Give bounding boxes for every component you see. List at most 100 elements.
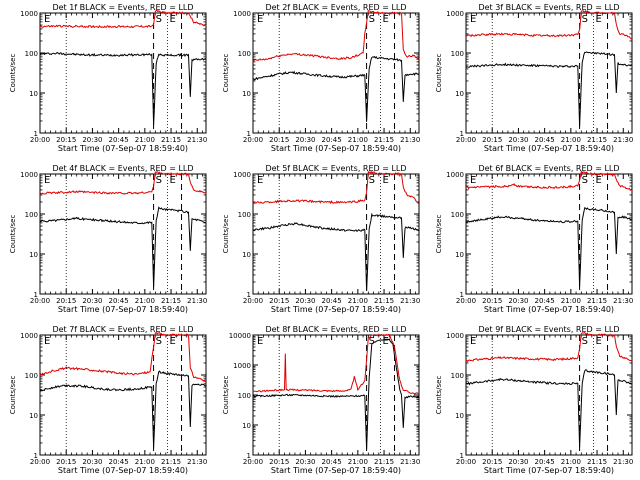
marker-letter-E: E — [170, 336, 176, 347]
y-axis-label: Counts/sec — [9, 54, 17, 93]
y-tick-label: 1 — [247, 291, 251, 299]
y-axis-label: Counts/sec — [435, 376, 443, 415]
panel-1: Det 1f BLACK = Events, RED = LLD 1 10 100 10… — [9, 3, 207, 153]
y-tick-label: 10 — [29, 412, 38, 420]
x-tick-label: 20:15 — [482, 297, 502, 305]
x-tick-label: 20:30 — [82, 458, 102, 466]
x-tick-label: 20:00 — [456, 297, 476, 305]
series-lld-line — [465, 170, 633, 192]
series-events-line — [252, 338, 420, 450]
y-tick-label: 100 — [238, 392, 251, 400]
series-events-line — [465, 51, 633, 127]
x-tick-label: 21:15 — [587, 458, 607, 466]
y-tick-label: 1 — [247, 130, 251, 138]
y-axis-label: Counts/sec — [222, 215, 230, 254]
y-tick-label: 1000 — [20, 10, 38, 18]
x-tick-label: 21:00 — [135, 136, 155, 144]
y-tick-label: 10 — [455, 90, 464, 98]
panel-7: Det 7f BLACK = Events, RED = LLD 1 10 100 10… — [9, 325, 207, 475]
x-tick-label: 21:15 — [374, 136, 394, 144]
y-tick-label: 1000 — [446, 332, 464, 340]
series-events-line — [465, 369, 633, 448]
panel-title: Det 2f BLACK = Events, RED = LLD — [265, 3, 406, 12]
y-tick-label: 100 — [238, 211, 251, 219]
x-tick-label: 21:15 — [161, 136, 181, 144]
marker-letter-S: S — [582, 175, 588, 186]
y-axis-label: Counts/sec — [222, 54, 230, 93]
x-tick-label: 21:30 — [613, 136, 633, 144]
marker-letter-E: E — [470, 14, 476, 25]
marker-letter-E: E — [383, 14, 389, 25]
plot-frame — [39, 173, 207, 295]
y-tick-label: 10 — [242, 90, 251, 98]
y-tick-label: 100 — [451, 372, 464, 380]
x-tick-label: 20:15 — [482, 458, 502, 466]
y-axis-label: Counts/sec — [9, 215, 17, 254]
series-lld-line — [252, 333, 420, 395]
x-tick-label: 20:00 — [243, 458, 263, 466]
marker-letter-E: E — [596, 14, 602, 25]
marker-letter-S: S — [369, 175, 375, 186]
marker-letter-E: E — [470, 336, 476, 347]
x-tick-label: 20:00 — [30, 458, 50, 466]
series-lld-line — [39, 9, 207, 29]
marker-letter-E: E — [257, 14, 263, 25]
y-tick-label: 1000 — [446, 10, 464, 18]
marker-letter-S: S — [156, 336, 162, 347]
x-tick-label: 21:30 — [187, 458, 207, 466]
x-tick-label: 20:30 — [295, 297, 315, 305]
series-lld-line — [252, 9, 420, 61]
y-tick-label: 100 — [451, 211, 464, 219]
panel-5: Det 5f BLACK = Events, RED = LLD 1 10 100 10… — [222, 164, 420, 314]
y-tick-label: 1 — [34, 291, 38, 299]
y-tick-label: 100 — [25, 50, 38, 58]
marker-letter-S: S — [582, 14, 588, 25]
y-tick-label: 100 — [25, 372, 38, 380]
y-tick-label: 1 — [247, 452, 251, 460]
y-tick-label: 1 — [460, 452, 464, 460]
panel-8: Det 8f BLACK = Events, RED = LLD 1 10 100 10… — [222, 325, 420, 475]
marker-letter-E: E — [170, 175, 176, 186]
y-tick-label: 1 — [34, 130, 38, 138]
y-tick-label: 10 — [242, 422, 251, 430]
panel-3: Det 3f BLACK = Events, RED = LLD 1 10 100 10… — [435, 3, 633, 153]
marker-letter-E: E — [44, 14, 50, 25]
x-tick-label: 20:30 — [295, 458, 315, 466]
y-tick-label: 1 — [460, 130, 464, 138]
panel-title: Det 6f BLACK = Events, RED = LLD — [478, 164, 619, 173]
x-tick-label: 20:45 — [535, 136, 555, 144]
x-tick-label: 20:00 — [243, 297, 263, 305]
x-tick-label: 21:00 — [561, 297, 581, 305]
plot-frame — [39, 12, 207, 134]
series-events-line — [39, 206, 207, 288]
panel-title: Det 1f BLACK = Events, RED = LLD — [52, 3, 193, 12]
marker-letter-E: E — [44, 336, 50, 347]
x-tick-label: 20:45 — [535, 458, 555, 466]
x-tick-label: 21:15 — [587, 297, 607, 305]
panel-4: Det 4f BLACK = Events, RED = LLD 1 10 100 10… — [9, 164, 207, 314]
panel-title: Det 7f BLACK = Events, RED = LLD — [52, 325, 193, 334]
panel-title: Det 9f BLACK = Events, RED = LLD — [478, 325, 619, 334]
marker-letter-S: S — [369, 336, 375, 347]
x-tick-label: 21:30 — [187, 136, 207, 144]
plot-frame — [39, 334, 207, 456]
y-tick-label: 100 — [238, 50, 251, 58]
x-tick-label: 20:45 — [109, 297, 129, 305]
marker-letter-E: E — [596, 175, 602, 186]
x-axis-label: Start Time (07-Sep-07 18:59:40) — [271, 466, 401, 475]
plot-frame — [465, 12, 633, 134]
y-tick-label: 1000 — [233, 362, 251, 370]
plot-frame — [252, 12, 420, 134]
x-tick-label: 20:45 — [322, 458, 342, 466]
x-tick-label: 20:00 — [456, 458, 476, 466]
x-tick-label: 20:30 — [508, 136, 528, 144]
marker-letter-E: E — [596, 336, 602, 347]
y-tick-label: 10 — [242, 251, 251, 259]
y-axis-label: Counts/sec — [222, 376, 230, 415]
x-tick-label: 21:30 — [400, 136, 420, 144]
x-tick-label: 20:45 — [109, 458, 129, 466]
x-tick-label: 21:15 — [587, 136, 607, 144]
y-tick-label: 10000 — [229, 332, 251, 340]
panel-title: Det 4f BLACK = Events, RED = LLD — [52, 164, 193, 173]
x-tick-label: 21:15 — [161, 458, 181, 466]
